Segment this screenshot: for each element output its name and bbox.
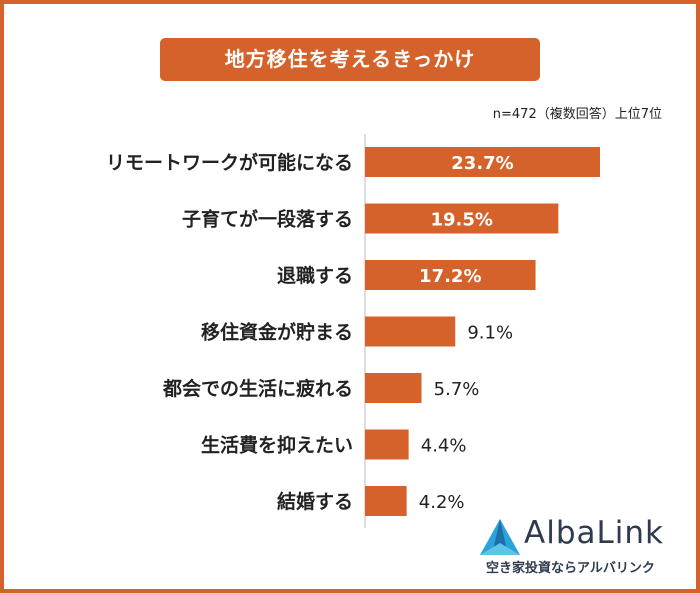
data-label: 23.7% xyxy=(451,153,513,174)
data-label: 4.4% xyxy=(421,436,467,457)
brand-tagline: 空き家投資ならアルバリンク xyxy=(486,561,655,576)
data-label: 4.2% xyxy=(419,492,465,513)
albalink-logo: AlbaLink 空き家投資ならアルバリンク xyxy=(478,515,678,577)
bar xyxy=(365,486,407,516)
data-label: 5.7% xyxy=(434,379,480,400)
bar xyxy=(365,373,422,403)
chart-title: 地方移住を考えるきっかけ xyxy=(160,38,540,81)
brand-name: AlbaLink xyxy=(524,515,664,551)
category-label: 退職する xyxy=(277,264,353,287)
sample-note: n=472（複数回答）上位7位 xyxy=(492,107,662,122)
bar xyxy=(365,260,536,290)
data-label: 19.5% xyxy=(430,210,492,231)
category-label: リモートワークが可能になる xyxy=(106,151,353,174)
category-label: 生活費を抑えたい xyxy=(201,434,353,457)
bar xyxy=(365,203,559,234)
category-label: 都会での生活に疲れる xyxy=(162,377,353,400)
category-label: 移住資金が貯まる xyxy=(201,321,353,344)
data-label: 17.2% xyxy=(419,266,481,287)
category-label: 子育てが一段落する xyxy=(182,208,353,231)
bar xyxy=(365,147,600,177)
data-label: 9.1% xyxy=(467,323,513,344)
category-label: 結婚する xyxy=(277,490,353,513)
bar xyxy=(365,429,409,460)
albalink-triangle-icon xyxy=(480,519,520,555)
bar xyxy=(365,316,456,347)
